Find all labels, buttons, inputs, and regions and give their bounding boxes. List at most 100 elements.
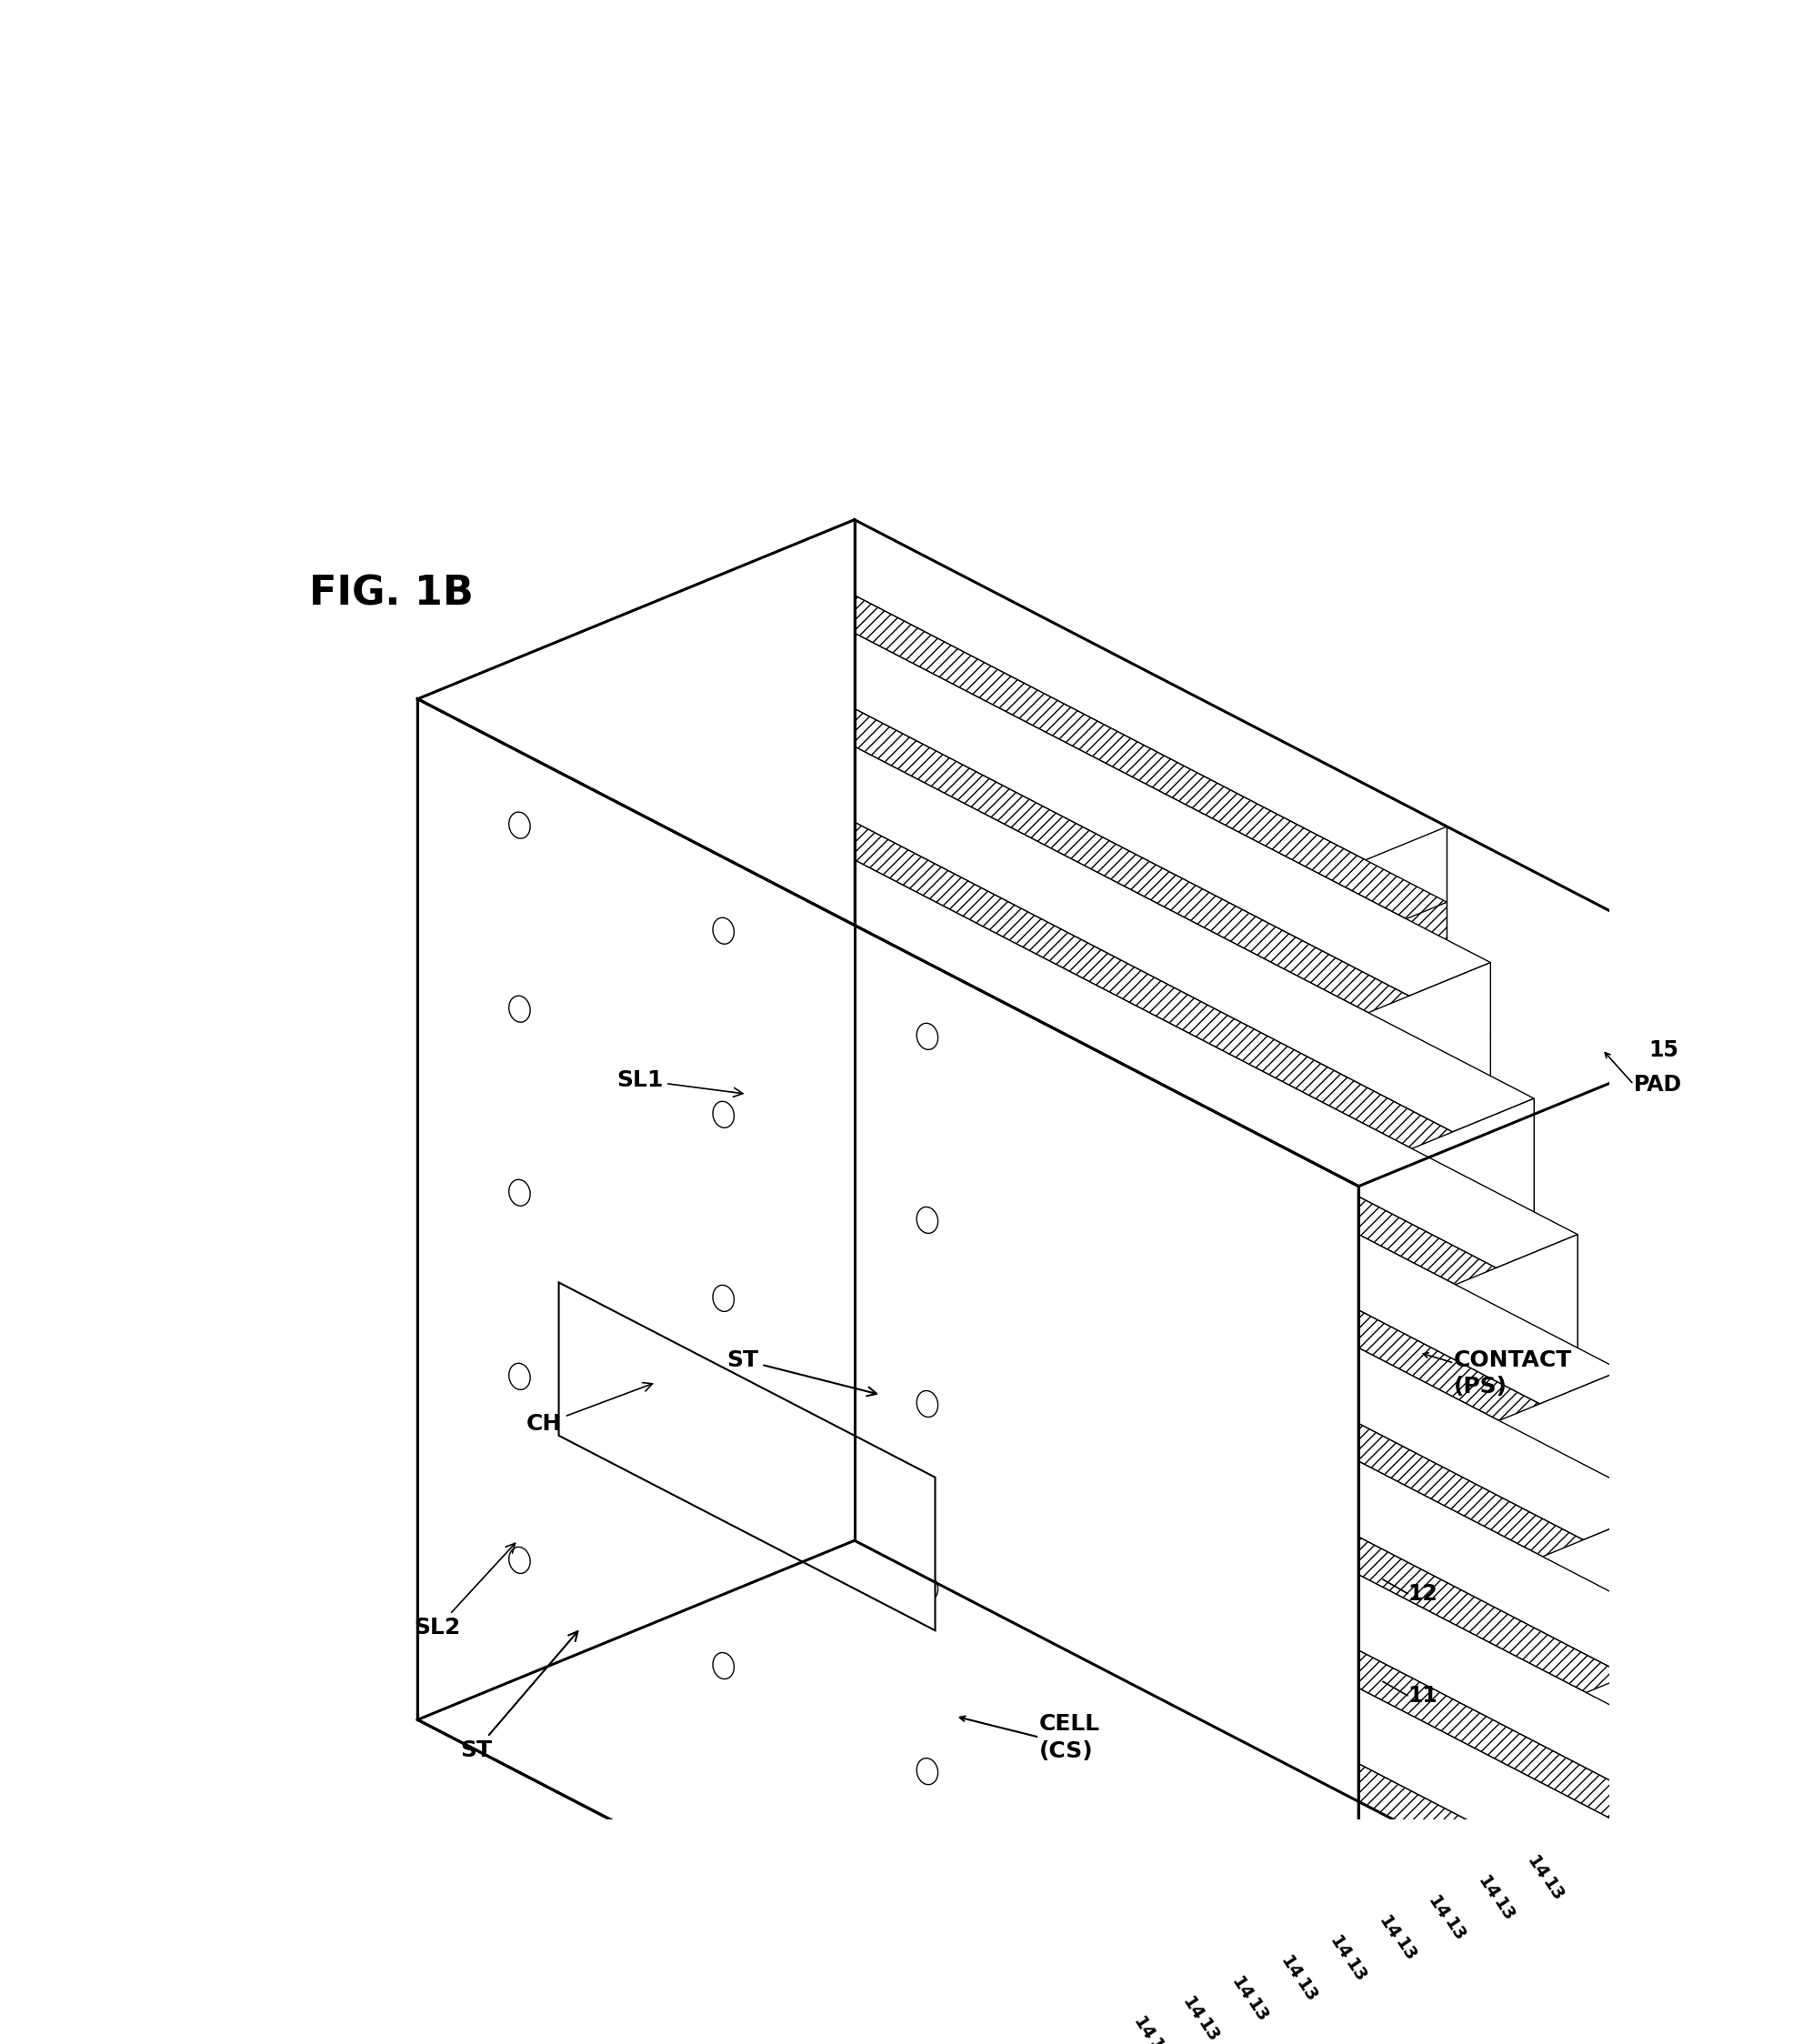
Polygon shape	[418, 1049, 855, 1265]
Ellipse shape	[916, 1024, 938, 1051]
Ellipse shape	[509, 1363, 531, 1390]
Polygon shape	[855, 1275, 1709, 1756]
Polygon shape	[855, 746, 1535, 1173]
Polygon shape	[855, 709, 1490, 1075]
Polygon shape	[1359, 1915, 1793, 2044]
Polygon shape	[855, 1087, 1664, 1582]
Text: ST: ST	[459, 1631, 577, 1762]
Polygon shape	[418, 1087, 855, 1341]
Polygon shape	[559, 1282, 936, 1631]
Ellipse shape	[714, 1102, 733, 1128]
Polygon shape	[418, 595, 1447, 1081]
Polygon shape	[418, 519, 855, 1719]
Text: 14: 14	[1425, 1893, 1452, 1923]
Polygon shape	[418, 746, 855, 1002]
Polygon shape	[418, 1087, 1621, 1664]
Polygon shape	[418, 973, 855, 1228]
Text: PAD: PAD	[1633, 1073, 1682, 1096]
Polygon shape	[855, 1163, 1664, 1619]
Polygon shape	[1228, 1506, 1664, 1799]
Text: 13: 13	[1293, 1975, 1321, 2005]
Polygon shape	[855, 1502, 1793, 2028]
Text: ST: ST	[728, 1349, 877, 1396]
Polygon shape	[1009, 826, 1447, 1081]
Ellipse shape	[1164, 1739, 1183, 1754]
Ellipse shape	[1078, 1774, 1096, 1791]
Text: 13: 13	[1538, 1874, 1567, 1905]
Polygon shape	[855, 1314, 1752, 1854]
Ellipse shape	[509, 1547, 531, 1574]
Polygon shape	[418, 1502, 1793, 2044]
Polygon shape	[418, 1163, 855, 1380]
Ellipse shape	[714, 918, 733, 944]
Polygon shape	[1314, 1778, 1752, 2034]
Polygon shape	[1097, 1098, 1535, 1392]
Polygon shape	[418, 1390, 855, 1607]
Polygon shape	[855, 936, 1578, 1347]
Polygon shape	[1185, 1369, 1621, 1625]
Text: 13: 13	[1194, 2015, 1223, 2044]
Text: 13: 13	[1490, 1895, 1517, 1925]
Polygon shape	[855, 1390, 1752, 1893]
Ellipse shape	[916, 1390, 938, 1416]
Ellipse shape	[766, 1613, 785, 1629]
Polygon shape	[418, 973, 1578, 1527]
Polygon shape	[1185, 1445, 1621, 1664]
Text: 12: 12	[1408, 1582, 1438, 1605]
Polygon shape	[418, 822, 855, 1038]
Text: 14: 14	[1375, 1913, 1404, 1944]
Polygon shape	[418, 634, 1447, 1120]
Polygon shape	[1097, 1098, 1535, 1353]
Text: CELL
(CS): CELL (CS)	[1040, 1713, 1101, 1762]
Polygon shape	[418, 1200, 855, 1455]
Text: 13: 13	[1341, 1956, 1370, 1985]
Text: 14: 14	[1228, 1975, 1257, 2003]
Ellipse shape	[990, 1811, 1008, 1825]
Polygon shape	[418, 1275, 1709, 1897]
Text: 14: 14	[1522, 1852, 1551, 1883]
Ellipse shape	[592, 1684, 610, 1701]
Ellipse shape	[714, 1470, 733, 1496]
Text: 13: 13	[1146, 2036, 1173, 2044]
Polygon shape	[418, 861, 855, 1114]
Text: CH: CH	[525, 1382, 653, 1435]
Polygon shape	[418, 1427, 1752, 2044]
Text: CONTACT
(PS): CONTACT (PS)	[1454, 1349, 1572, 1398]
Ellipse shape	[714, 1286, 733, 1312]
Polygon shape	[418, 1541, 1404, 2003]
Polygon shape	[418, 1314, 1709, 1936]
Polygon shape	[418, 634, 855, 887]
Polygon shape	[418, 1427, 855, 1682]
Ellipse shape	[853, 1578, 871, 1592]
Ellipse shape	[509, 1179, 531, 1206]
Polygon shape	[1271, 1643, 1709, 1936]
Ellipse shape	[714, 1654, 733, 1678]
Polygon shape	[1054, 963, 1490, 1218]
Polygon shape	[855, 595, 1447, 940]
Ellipse shape	[870, 1668, 888, 1682]
Text: 13: 13	[1391, 1936, 1418, 1964]
Text: 13: 13	[1440, 1915, 1468, 1946]
Ellipse shape	[712, 1827, 730, 1844]
Ellipse shape	[886, 1756, 905, 1772]
Polygon shape	[418, 1502, 855, 1719]
Text: 11: 11	[1408, 1684, 1438, 1707]
Polygon shape	[855, 1427, 1793, 1991]
Ellipse shape	[916, 1574, 938, 1600]
Polygon shape	[855, 861, 1578, 1310]
Text: 14: 14	[1327, 1934, 1354, 1964]
Polygon shape	[418, 1163, 1664, 1762]
Ellipse shape	[1060, 1684, 1079, 1701]
Polygon shape	[418, 861, 1535, 1392]
Text: 14: 14	[1474, 1872, 1503, 1903]
Ellipse shape	[814, 1883, 834, 1897]
Polygon shape	[418, 519, 855, 775]
Polygon shape	[1359, 1915, 1793, 2044]
Text: SL1: SL1	[617, 1069, 742, 1098]
Polygon shape	[1140, 1235, 1578, 1527]
Polygon shape	[418, 1049, 1621, 1625]
Polygon shape	[1054, 963, 1490, 1255]
Polygon shape	[418, 1200, 1664, 1799]
Text: SL2: SL2	[414, 1543, 515, 1639]
Text: 14: 14	[1277, 1954, 1305, 1983]
